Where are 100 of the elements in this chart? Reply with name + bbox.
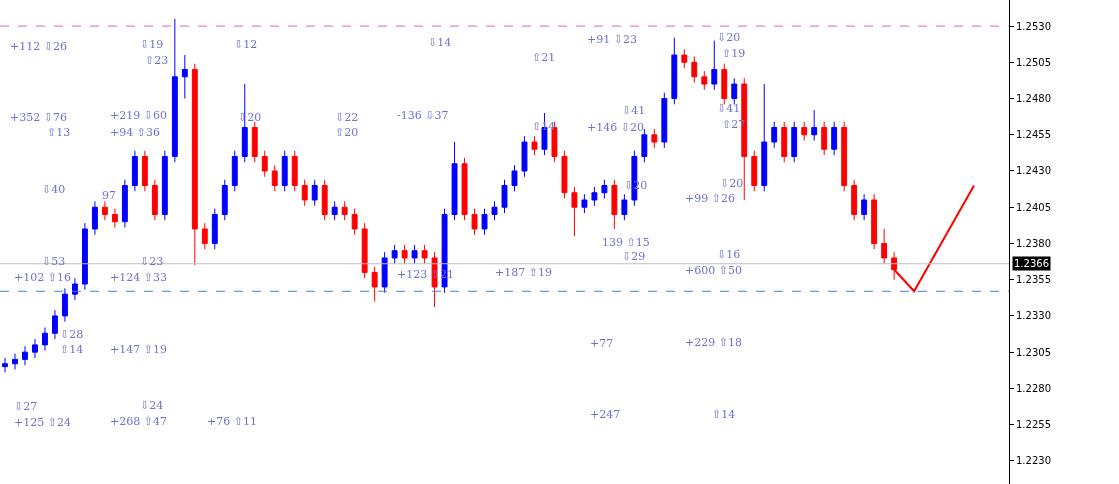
annotation: ⇩22	[335, 111, 359, 124]
candlestick	[711, 40, 718, 91]
candlestick	[181, 54, 188, 100]
candlestick	[131, 150, 138, 192]
candlestick	[701, 70, 708, 91]
candlestick	[481, 208, 488, 236]
annotation: 97	[102, 189, 116, 202]
candlestick	[461, 157, 468, 221]
annotation: ⇧13	[47, 126, 71, 139]
annotation: +112 ⇩26	[10, 40, 67, 53]
candlestick	[811, 109, 818, 142]
candlestick	[391, 244, 398, 265]
candlestick	[22, 345, 28, 366]
annotation: +125 ⇧24	[14, 416, 71, 429]
candlestick	[371, 266, 378, 302]
annotation: ⇩53	[42, 255, 66, 268]
annotation: +268 ⇧47	[110, 415, 167, 428]
annotation: +91 ⇩23	[587, 33, 637, 46]
annotation: ⇩14	[428, 36, 452, 49]
candlestick	[361, 222, 368, 279]
candlestick	[211, 208, 218, 250]
candlestick	[721, 63, 728, 105]
candlestick	[141, 150, 148, 192]
annotation: ⇧23	[145, 54, 169, 67]
candlestick	[581, 193, 588, 214]
candlestick	[401, 244, 408, 265]
candlestick	[191, 63, 198, 266]
annotation: ⇩28	[60, 328, 84, 341]
candlestick	[301, 179, 308, 207]
candlestick	[501, 179, 508, 214]
y-tick-label: 1.2330	[1016, 310, 1051, 322]
candlestick	[471, 208, 478, 236]
annotation: ⇧21	[532, 51, 556, 64]
candlestick	[161, 150, 168, 221]
annotation: +187 ⇧19	[495, 266, 552, 279]
candlestick	[81, 222, 88, 291]
annotation: ⇩40	[42, 183, 66, 196]
candlestick	[561, 150, 568, 200]
annotation: ⇩41	[622, 104, 646, 117]
annotation: +146 ⇩20	[587, 121, 644, 134]
candlestick	[101, 200, 108, 221]
candlestick	[831, 121, 838, 156]
candlestick	[531, 135, 538, 156]
y-tick-label: 1.2380	[1016, 237, 1051, 249]
y-tick-label: 1.2280	[1016, 382, 1051, 394]
candlestick	[271, 164, 278, 192]
candlestick	[111, 208, 118, 229]
annotation: -136 ⇩37	[397, 109, 449, 122]
annotation: ⇧14	[712, 408, 736, 421]
annotation: ⇩19	[140, 38, 164, 51]
candlestick	[571, 186, 578, 237]
candlestick	[42, 327, 48, 352]
y-tick-label: 1.2405	[1016, 201, 1051, 213]
candlestick	[511, 164, 518, 192]
candlestick	[52, 309, 58, 340]
candlestick	[591, 186, 598, 207]
candlestick	[121, 179, 128, 229]
y-tick-label: 1.2305	[1016, 346, 1051, 358]
ref-line-label: 1.2366	[1014, 258, 1049, 269]
candlestick	[171, 18, 178, 163]
annotation: +102 ⇧16	[14, 271, 71, 284]
candlestick	[841, 121, 848, 192]
candlestick	[12, 353, 18, 371]
candlestick	[781, 121, 788, 163]
candlestick	[801, 121, 808, 142]
candlestick	[621, 193, 628, 221]
annotation: +147 ⇧19	[110, 343, 167, 356]
candlestick	[861, 193, 868, 221]
annotation: ⇧20	[335, 126, 359, 139]
annotation: +99 ⇧26	[685, 192, 735, 205]
annotation: +76 ⇧11	[207, 415, 257, 428]
candlestick	[311, 179, 318, 207]
annotation: ⇩20	[717, 31, 741, 44]
candlestick	[601, 179, 608, 200]
candlestick	[871, 193, 878, 250]
candlestick	[451, 141, 458, 221]
y-tick-label: 1.2355	[1016, 274, 1051, 286]
candlestick	[231, 150, 238, 192]
candlestick	[291, 150, 298, 192]
candlestick	[321, 179, 328, 221]
candlestick	[731, 77, 738, 105]
y-tick-label: 1.2430	[1016, 165, 1051, 177]
y-tick-label: 1.2230	[1016, 455, 1051, 467]
candlestick	[251, 121, 258, 163]
annotation: +123 ⇧21	[397, 268, 454, 281]
candlestick	[2, 357, 8, 373]
annotation: ⇩27	[14, 400, 38, 413]
candlestick	[221, 179, 228, 221]
annotation: ⇩16	[717, 248, 741, 261]
candlestick	[351, 208, 358, 236]
candlestick	[821, 121, 828, 156]
annotation: +94 ⇧36	[110, 126, 160, 139]
candlestick	[331, 200, 338, 221]
candlestick	[791, 121, 798, 163]
annotation: ⇩12	[234, 38, 258, 51]
candlestick	[851, 179, 858, 221]
y-tick-label: 1.2530	[1016, 20, 1051, 32]
candlestick	[671, 37, 678, 105]
candlestick	[151, 179, 158, 221]
candlestick	[381, 251, 388, 294]
